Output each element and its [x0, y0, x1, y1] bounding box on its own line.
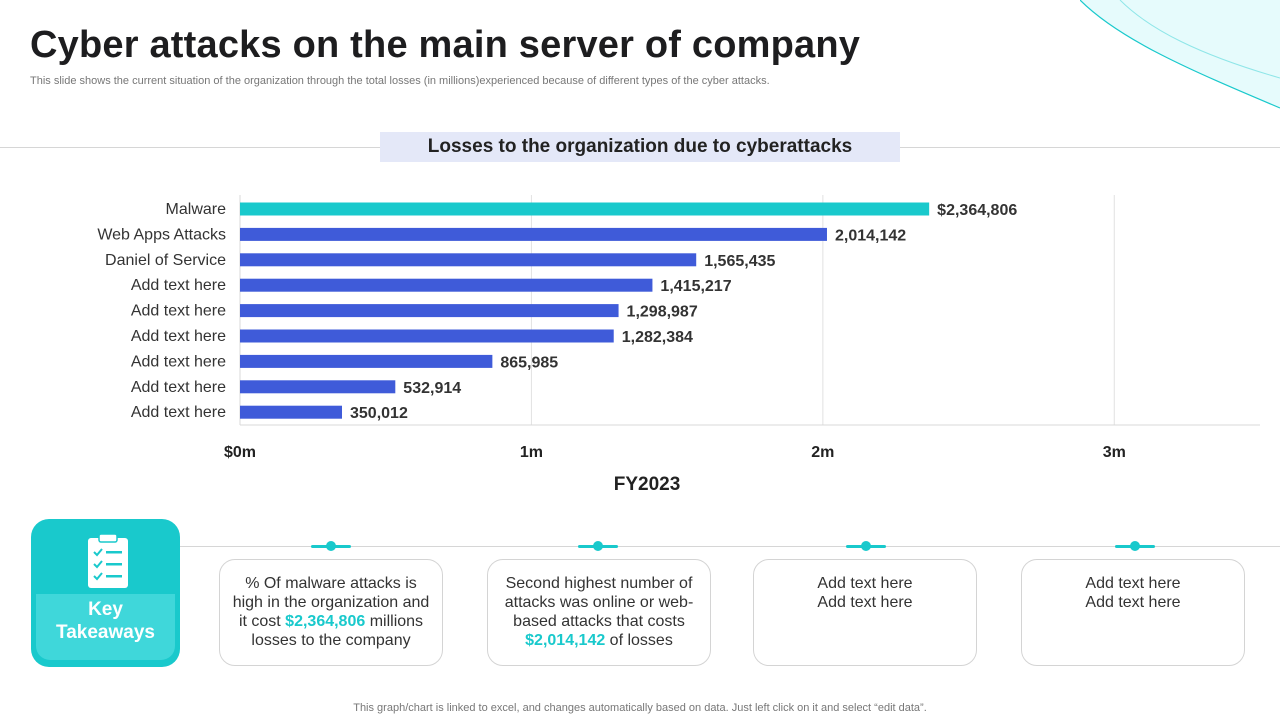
- takeaway-2-highlight: $2,014,142: [525, 632, 606, 649]
- x-tick-label-1: 1m: [520, 444, 543, 461]
- bar-chart[interactable]: Malware $2,364,806 Web Apps Attacks 2,014,1…: [0, 0, 1280, 510]
- takeaway-2-text-end: of losses: [605, 632, 673, 649]
- bar-6[interactable]: [240, 354, 493, 368]
- category-label-2: Daniel of Service: [105, 252, 226, 269]
- value-label-8: 350,012: [350, 405, 408, 422]
- corner-wave-decoration: [1080, 0, 1280, 109]
- takeaway-card-3: Add text here Add text here: [753, 559, 977, 666]
- takeaway-connector-1: [311, 541, 351, 551]
- value-label-7: 532,914: [403, 380, 461, 397]
- clipboard-checklist-icon: [88, 533, 128, 588]
- value-label-4: 1,298,987: [627, 304, 698, 321]
- value-label-1: 2,014,142: [835, 227, 906, 244]
- takeaway-connector-3: [846, 541, 886, 551]
- value-label-6: 865,985: [500, 354, 558, 371]
- x-axis-title: FY2023: [614, 474, 681, 495]
- bar-3[interactable]: [240, 278, 653, 292]
- category-label-6: Add text here: [131, 353, 226, 370]
- category-label-4: Add text here: [131, 303, 226, 320]
- takeaway-3-line2: Add text here: [817, 594, 913, 611]
- category-label-1: Web Apps Attacks: [97, 226, 226, 243]
- takeaway-4-line1: Add text here: [1085, 575, 1181, 592]
- value-label-5: 1,282,384: [622, 329, 693, 346]
- x-tick-label-3: 3m: [1103, 444, 1126, 461]
- takeaway-1-highlight: $2,364,806: [285, 613, 366, 630]
- takeaway-card-1: % Of malware attacks is high in the orga…: [219, 559, 443, 666]
- key-takeaways-label: Key Takeaways: [36, 598, 175, 644]
- takeaway-connector-2: [578, 541, 618, 551]
- value-label-0: $2,364,806: [937, 202, 1017, 219]
- category-label-7: Add text here: [131, 379, 226, 396]
- bar-4[interactable]: [240, 304, 619, 318]
- takeaway-4-line2: Add text here: [1085, 594, 1181, 611]
- takeaway-3-line1: Add text here: [817, 575, 913, 592]
- takeaway-2-text: Second highest number of attacks was onl…: [504, 575, 694, 630]
- page-title: Cyber attacks on the main server of comp…: [30, 24, 861, 66]
- takeaway-connector-4: [1115, 541, 1155, 551]
- x-tick-label-2: 2m: [811, 444, 834, 461]
- bar-7[interactable]: [240, 380, 396, 394]
- bar-1[interactable]: [240, 227, 827, 241]
- takeaway-1-text-end: millions losses to the company: [251, 613, 424, 649]
- category-label-8: Add text here: [131, 404, 226, 421]
- x-tick-label-0: $0m: [224, 444, 256, 461]
- key-takeaways-label-panel: [36, 594, 175, 660]
- bar-8[interactable]: [240, 405, 343, 419]
- value-label-2: 1,565,435: [704, 253, 775, 270]
- bar-2[interactable]: [240, 253, 697, 267]
- category-label-3: Add text here: [131, 277, 226, 294]
- takeaway-card-4: Add text here Add text here: [1021, 559, 1245, 666]
- category-label-0: Malware: [166, 201, 227, 218]
- key-label-line2: Takeaways: [56, 622, 155, 643]
- footer-note: This graph/chart is linked to excel, and…: [353, 702, 927, 714]
- key-label-line1: Key: [88, 599, 123, 620]
- category-label-5: Add text here: [131, 328, 226, 345]
- bar-5[interactable]: [240, 329, 614, 343]
- page-subtitle: This slide shows the current situation o…: [30, 75, 770, 87]
- bar-0[interactable]: [240, 202, 930, 216]
- chart-title: Losses to the organization due to cybera…: [380, 132, 900, 162]
- takeaways-divider: [180, 546, 1280, 547]
- takeaway-card-2: Second highest number of attacks was onl…: [487, 559, 711, 666]
- value-label-3: 1,415,217: [660, 278, 731, 295]
- takeaway-1-text: % Of malware attacks is high in the orga…: [232, 575, 430, 630]
